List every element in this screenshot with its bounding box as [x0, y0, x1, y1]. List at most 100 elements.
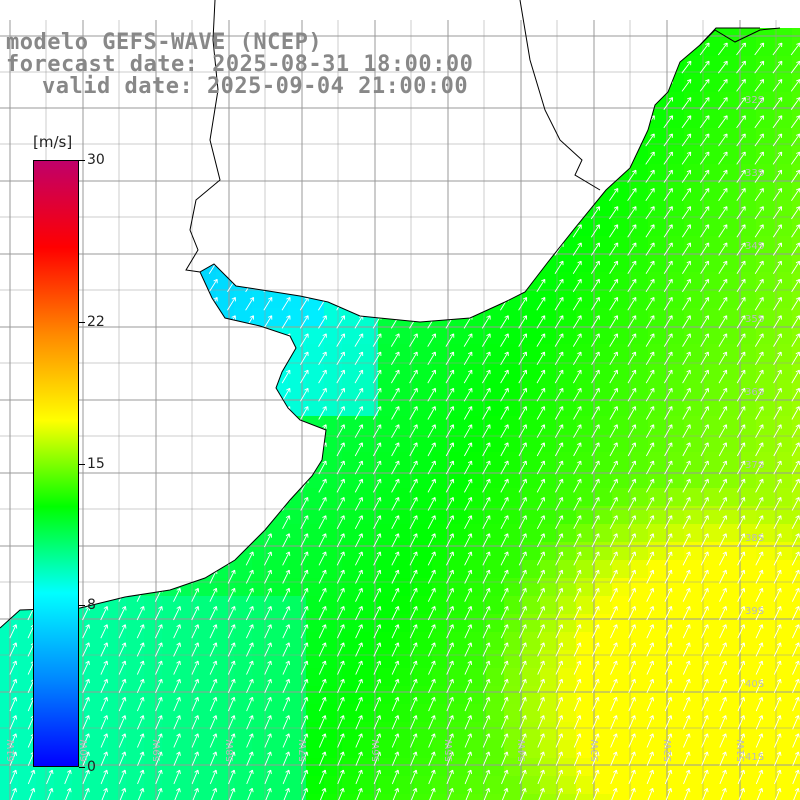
speed-cell	[252, 380, 271, 399]
wind-arrow	[699, 60, 710, 74]
speed-cell	[198, 452, 217, 471]
wind-arrow	[391, 424, 400, 438]
speed-cell	[90, 362, 109, 381]
wind-arrow	[500, 260, 509, 274]
wind-arrow	[445, 387, 455, 402]
wind-arrow	[591, 696, 600, 712]
speed-cell	[162, 254, 181, 273]
wind-arrow	[591, 315, 600, 329]
speed-cell	[558, 434, 577, 453]
speed-cell	[612, 236, 631, 255]
wind-arrow	[281, 115, 291, 129]
speed-cell	[144, 740, 163, 759]
speed-cell	[432, 758, 451, 777]
wind-arrow	[536, 369, 546, 384]
speed-cell	[414, 758, 433, 777]
wind-arrow	[372, 351, 382, 366]
wind-arrow	[226, 187, 237, 202]
speed-cell	[324, 488, 343, 507]
speed-cell	[360, 200, 379, 219]
speed-cell	[450, 470, 469, 489]
wind-arrow	[46, 769, 54, 785]
speed-cell	[468, 344, 487, 363]
speed-cell	[270, 668, 289, 687]
speed-cell	[234, 686, 253, 705]
speed-cell	[630, 596, 649, 615]
speed-cell	[342, 488, 361, 507]
wind-arrow	[118, 460, 127, 475]
wind-arrow	[518, 497, 527, 511]
speed-cell	[684, 452, 703, 471]
speed-cell	[576, 614, 595, 633]
speed-cell	[144, 668, 163, 687]
wind-arrow	[555, 442, 564, 457]
wind-arrow	[391, 387, 400, 402]
wind-arrow	[682, 442, 691, 457]
speed-cell	[414, 398, 433, 417]
wind-arrow	[682, 696, 691, 712]
speed-cell	[774, 182, 793, 201]
wind-arrow	[755, 442, 764, 457]
speed-cell	[540, 290, 559, 309]
wind-arrow	[82, 624, 90, 639]
wind-arrow	[208, 315, 218, 329]
speed-cell	[144, 200, 163, 219]
speed-cell	[468, 452, 487, 471]
speed-cell	[198, 596, 217, 615]
speed-cell	[144, 146, 163, 165]
wind-arrow	[245, 333, 255, 347]
wind-arrow	[755, 660, 764, 675]
wind-arrow	[700, 387, 710, 402]
wind-arrow	[517, 78, 528, 92]
speed-cell	[126, 380, 145, 399]
speed-cell	[666, 200, 685, 219]
wind-arrow	[627, 224, 637, 238]
speed-cell	[558, 506, 577, 525]
speed-cell	[108, 164, 127, 183]
speed-cell	[324, 416, 343, 435]
wind-arrow	[536, 278, 546, 293]
wind-arrow	[482, 624, 491, 639]
wind-arrow	[500, 715, 509, 730]
wind-arrow	[500, 569, 509, 584]
wind-arrow	[755, 424, 764, 438]
speed-cell	[522, 776, 541, 795]
wind-arrow	[391, 369, 400, 384]
wind-arrow	[445, 424, 455, 438]
wind-arrow	[573, 696, 582, 712]
speed-cell	[126, 596, 145, 615]
speed-cell	[396, 578, 415, 597]
wind-arrow	[246, 751, 254, 766]
wind-arrow	[792, 769, 800, 785]
speed-cell	[774, 254, 793, 273]
speed-cell	[360, 542, 379, 561]
speed-cell	[306, 542, 325, 561]
speed-cell	[0, 632, 19, 651]
speed-cell	[288, 218, 307, 237]
speed-cell	[522, 380, 541, 399]
speed-cell	[198, 344, 217, 363]
speed-cell	[720, 380, 739, 399]
speed-cell	[720, 200, 739, 219]
speed-cell	[540, 218, 559, 237]
speed-cell	[558, 344, 577, 363]
wind-arrow	[409, 387, 418, 402]
wind-arrow	[391, 351, 400, 366]
speed-cell	[504, 38, 523, 57]
wind-arrow	[427, 333, 437, 347]
wind-arrow	[446, 733, 454, 748]
wind-arrow	[355, 733, 363, 748]
speed-cell	[162, 794, 181, 800]
wind-arrow	[172, 515, 182, 530]
speed-cell	[252, 794, 271, 800]
wind-arrow	[336, 424, 345, 438]
wind-arrow	[318, 260, 327, 274]
speed-cell	[216, 596, 235, 615]
wind-arrow	[173, 696, 181, 712]
wind-arrow	[718, 296, 728, 311]
wind-arrow	[409, 624, 418, 639]
speed-cell	[90, 668, 109, 687]
wind-arrow	[572, 278, 582, 293]
wind-arrow	[573, 369, 582, 384]
speed-cell	[702, 434, 721, 453]
